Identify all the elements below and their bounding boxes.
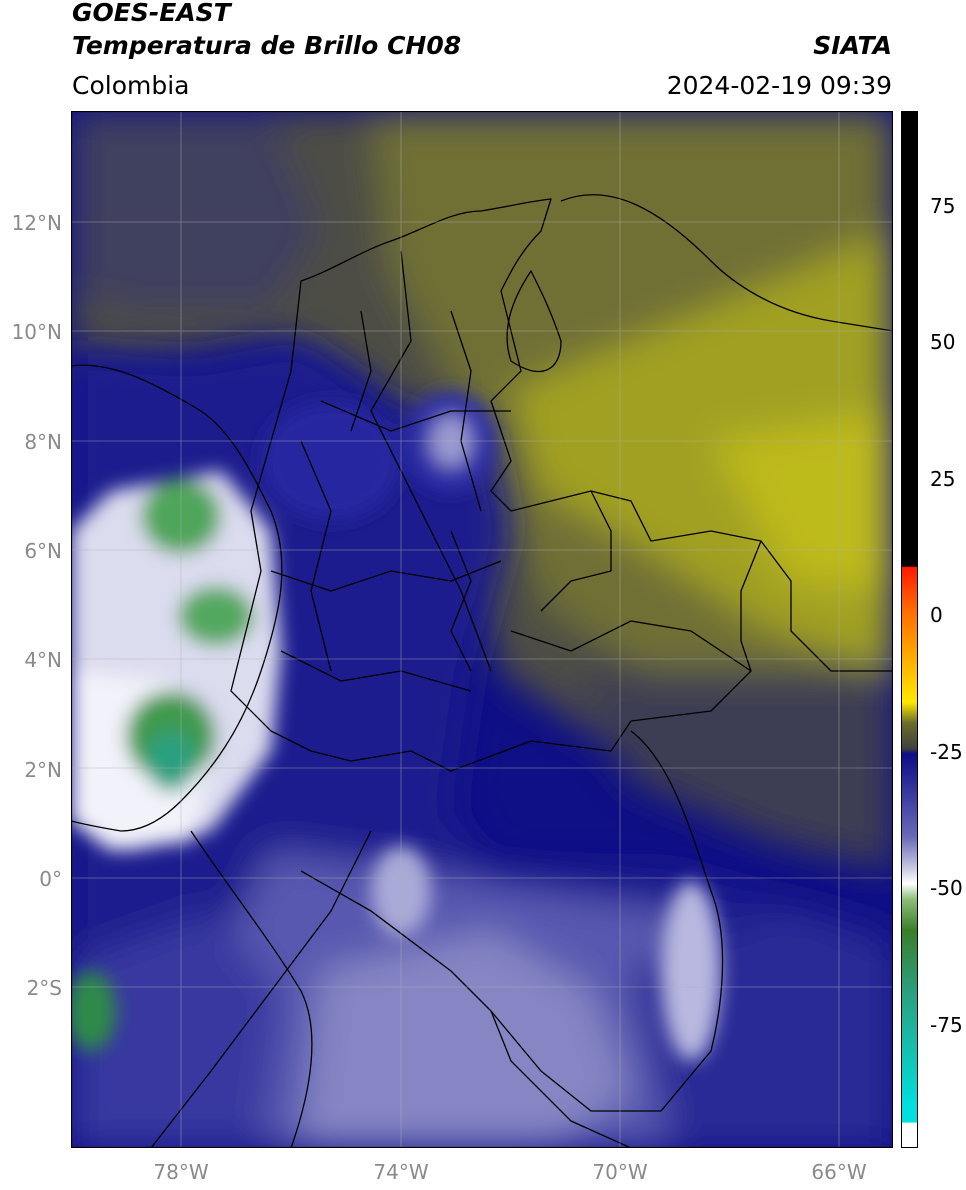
colorbar-tick-label: 75: [930, 194, 956, 218]
colorbar-tick-label: 0: [930, 603, 943, 627]
map-border: [71, 111, 893, 1148]
lon-tick-label: 74°W: [373, 1160, 429, 1184]
lat-tick-label: 6°N: [24, 539, 62, 563]
colorbar-tick-label: -25: [930, 740, 963, 764]
colorbar-tick-label: 50: [930, 330, 956, 354]
product-title: GOES-EAST: [72, 0, 231, 27]
region-label: Colombia: [72, 71, 190, 100]
lon-tick-label: 70°W: [592, 1160, 648, 1184]
timestamp-label: 2024-02-19 09:39: [666, 71, 892, 100]
colorbar-border: [901, 111, 918, 1148]
lat-tick-label: 0°: [39, 867, 62, 891]
lat-tick-label: 4°N: [24, 648, 62, 672]
lat-tick-label: 8°N: [24, 430, 62, 454]
lat-tick-label: 10°N: [11, 320, 62, 344]
colorbar-tick-label: 25: [930, 467, 956, 491]
colorbar-tick-label: -75: [930, 1013, 963, 1037]
brand-label: SIATA: [813, 31, 892, 60]
grid-lines: [71, 111, 893, 1148]
satellite-map: [71, 111, 893, 1148]
product-subtitle: Temperatura de Brillo CH08: [72, 31, 462, 60]
lon-tick-label: 78°W: [153, 1160, 209, 1184]
colorbar-tick-label: -50: [930, 876, 963, 900]
lat-tick-label: 2°N: [24, 758, 62, 782]
colorbar-fill: [901, 111, 918, 1148]
country-borders: [71, 194, 893, 1148]
temperature-colorbar: [901, 111, 918, 1148]
lat-tick-label: 12°N: [11, 211, 62, 235]
lat-tick-label: 2°S: [26, 976, 62, 1000]
lon-tick-label: 66°W: [811, 1160, 867, 1184]
